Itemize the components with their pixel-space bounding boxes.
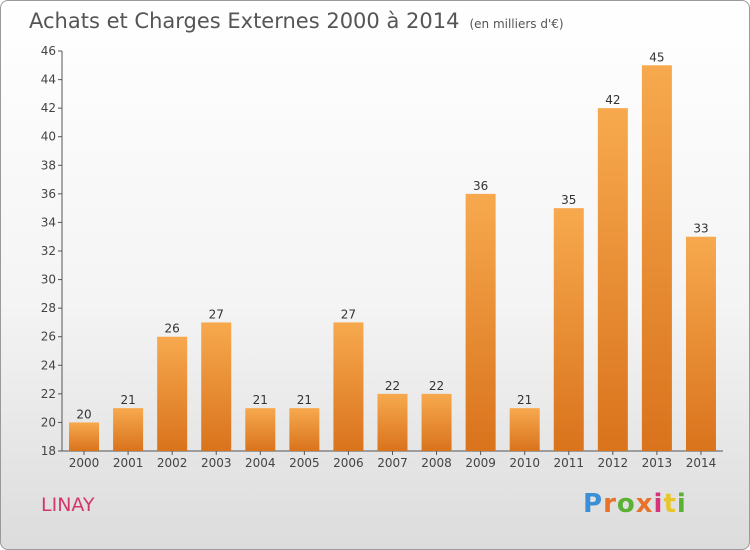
proxiti-logo: Proxiti [583, 489, 687, 519]
x-tick-label: 2008 [421, 456, 452, 470]
x-tick-label: 2004 [245, 456, 276, 470]
data-label: 22 [429, 379, 444, 393]
x-tick-label: 2013 [642, 456, 673, 470]
x-tick-label: 2003 [201, 456, 232, 470]
bar [641, 65, 672, 452]
bar [201, 322, 232, 451]
data-label: 35 [561, 193, 576, 207]
y-tick-label: 24 [41, 358, 56, 372]
bar [509, 408, 540, 451]
data-label: 21 [253, 393, 268, 407]
chart-subtitle: (en milliers d'€) [469, 17, 564, 31]
chart-title-text: Achats et Charges Externes 2000 à 2014 [29, 9, 460, 33]
bar [333, 322, 364, 451]
bar [465, 193, 496, 451]
logo-letter: i [653, 489, 664, 519]
logo-letter: P [583, 489, 604, 519]
logo-letter: r [603, 489, 617, 519]
y-tick-label: 42 [41, 101, 56, 115]
bar [421, 393, 452, 451]
y-tick-label: 40 [41, 130, 56, 144]
data-label: 33 [693, 222, 708, 236]
x-tick-label: 2001 [113, 456, 144, 470]
data-label: 22 [385, 379, 400, 393]
x-tick-label: 2005 [289, 456, 320, 470]
data-label: 20 [76, 407, 91, 421]
data-label: 36 [473, 179, 488, 193]
bar [597, 108, 628, 452]
data-label: 27 [209, 307, 224, 321]
y-tick-label: 36 [41, 187, 56, 201]
data-label: 21 [120, 393, 135, 407]
bar [245, 408, 276, 451]
bar [289, 408, 320, 451]
y-tick-label: 38 [41, 158, 56, 172]
bar [377, 393, 408, 451]
bar [685, 236, 716, 451]
data-label: 45 [649, 50, 664, 64]
x-tick-label: 2000 [69, 456, 100, 470]
logo-letter: o [616, 489, 636, 519]
y-tick-label: 20 [41, 415, 56, 429]
bar [113, 408, 144, 451]
logo-letter: t [663, 489, 677, 519]
bar [157, 336, 188, 451]
commune-name: LINAY [41, 494, 95, 516]
y-tick-label: 26 [41, 330, 56, 344]
data-label: 26 [165, 322, 180, 336]
y-tick-label: 44 [41, 73, 56, 87]
y-tick-label: 28 [41, 301, 56, 315]
x-tick-label: 2006 [333, 456, 364, 470]
y-tick-label: 32 [41, 244, 56, 258]
bar [553, 208, 584, 451]
x-tick-label: 2007 [377, 456, 408, 470]
bar [69, 422, 100, 451]
y-tick-label: 30 [41, 273, 56, 287]
data-label: 27 [341, 307, 356, 321]
logo-letter: i [676, 489, 687, 519]
x-tick-label: 2014 [686, 456, 717, 470]
x-tick-label: 2012 [598, 456, 629, 470]
y-tick-label: 34 [41, 215, 56, 229]
x-tick-label: 2010 [509, 456, 540, 470]
chart-title: Achats et Charges Externes 2000 à 2014 (e… [29, 9, 564, 33]
x-tick-label: 2009 [465, 456, 496, 470]
x-tick-label: 2011 [553, 456, 584, 470]
y-tick-label: 18 [41, 444, 56, 458]
y-tick-label: 22 [41, 387, 56, 401]
y-tick-label: 46 [41, 44, 56, 58]
x-tick-label: 2002 [157, 456, 188, 470]
data-label: 42 [605, 93, 620, 107]
data-label: 21 [517, 393, 532, 407]
data-label: 21 [297, 393, 312, 407]
logo-letter: x [635, 489, 654, 519]
